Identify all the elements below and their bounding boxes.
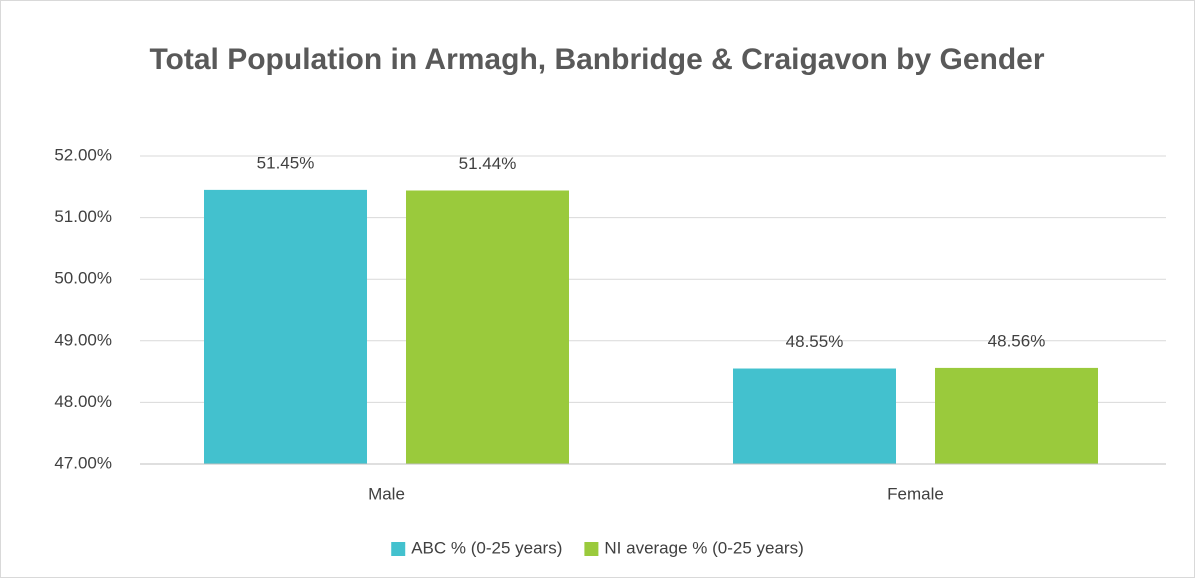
- data-label: 48.55%: [786, 332, 844, 351]
- bar: [204, 189, 367, 464]
- y-tick-label: 51.00%: [54, 207, 112, 226]
- y-tick-label: 48.00%: [54, 392, 112, 411]
- legend-swatch: [391, 542, 406, 556]
- y-tick-label: 49.00%: [54, 330, 112, 349]
- data-label: 48.56%: [988, 331, 1046, 350]
- legend-label: NI average % (0-25 years): [604, 538, 803, 557]
- legend-label: ABC % (0-25 years): [411, 538, 562, 557]
- bar: [406, 190, 569, 464]
- legend-swatch: [584, 542, 599, 556]
- bar: [733, 368, 896, 464]
- y-tick-label: 52.00%: [54, 145, 112, 164]
- data-label: 51.45%: [257, 153, 315, 172]
- x-tick-label: Female: [887, 484, 944, 503]
- bar: [935, 367, 1098, 464]
- y-tick-label: 50.00%: [54, 269, 112, 288]
- y-tick-label: 47.00%: [54, 453, 112, 472]
- x-tick-label: Male: [368, 484, 405, 503]
- data-label: 51.44%: [459, 154, 517, 173]
- chart-title: Total Population in Armagh, Banbridge & …: [149, 43, 1045, 76]
